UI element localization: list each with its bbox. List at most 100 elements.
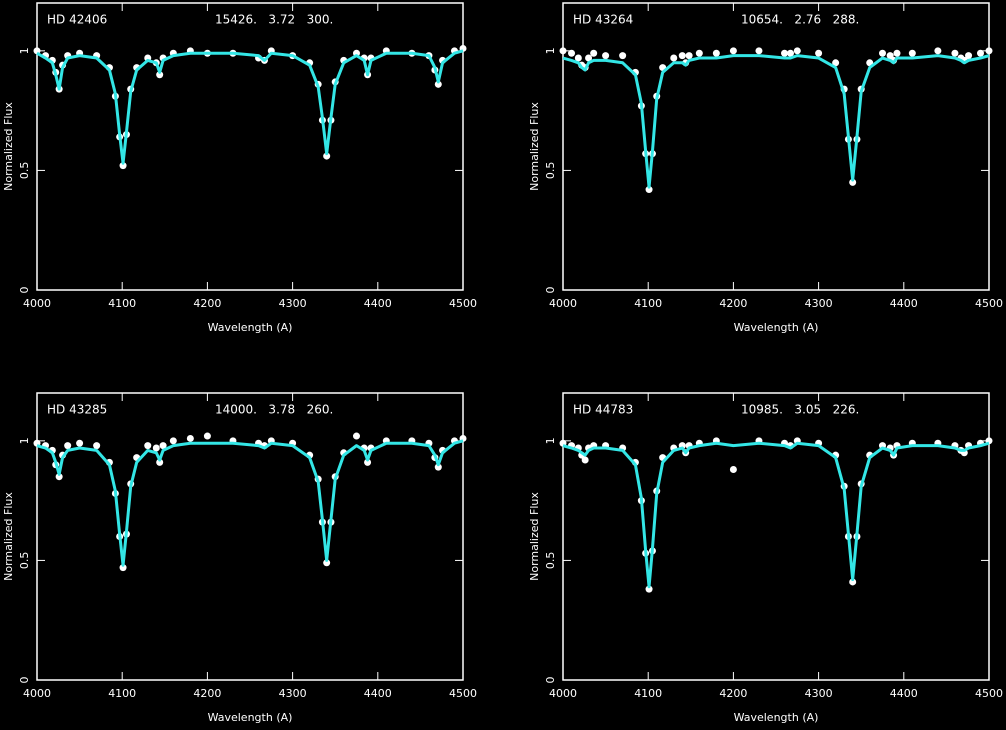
panel-annotation: 14000. 3.78 260. (215, 403, 333, 417)
x-tick-label: 4500 (449, 297, 477, 310)
data-point (965, 52, 973, 60)
y-axis-label: Normalized Flux (2, 492, 15, 581)
panel-annotation: 15426. 3.72 300. (215, 13, 333, 27)
panel-annotation: 10654. 2.76 288. (741, 13, 859, 27)
data-point (64, 442, 72, 450)
data-point (119, 564, 127, 572)
y-tick-label: 0.5 (544, 162, 557, 180)
data-point (602, 52, 610, 60)
x-tick-label: 4000 (23, 687, 51, 700)
x-tick-label: 4000 (549, 687, 577, 700)
data-point (186, 434, 194, 442)
data-point (712, 49, 720, 57)
data-point (585, 54, 593, 62)
data-point (144, 442, 152, 450)
data-point (55, 473, 63, 481)
x-axis-label: Wavelength (A) (208, 321, 293, 334)
data-point (619, 52, 627, 60)
y-tick-label: 0 (544, 287, 557, 294)
data-point (323, 152, 331, 160)
panel-annotation: 10985. 3.05 226. (741, 403, 859, 417)
data-point (755, 47, 763, 55)
panel-title: HD 44783 (573, 403, 633, 417)
data-point (908, 49, 916, 57)
model-line (562, 54, 990, 189)
y-axis-label: Normalized Flux (2, 102, 15, 191)
x-tick-label: 4300 (279, 297, 307, 310)
data-point (879, 49, 886, 57)
x-axis-label: Wavelength (A) (208, 711, 293, 724)
x-tick-label: 4200 (719, 687, 747, 700)
data-point (152, 444, 160, 452)
panel-title: HD 43285 (47, 403, 107, 417)
y-tick-label: 1 (544, 47, 557, 54)
data-point (729, 466, 737, 474)
data-point (581, 456, 589, 464)
data-point (951, 49, 959, 57)
x-tick-label: 4300 (805, 297, 833, 310)
data-point (781, 49, 789, 57)
y-tick-label: 1 (18, 47, 31, 54)
data-point (815, 49, 823, 57)
data-point (323, 559, 331, 567)
x-tick-label: 4100 (634, 687, 662, 700)
data-point (645, 186, 653, 194)
x-tick-label: 4000 (549, 297, 577, 310)
x-tick-label: 4400 (364, 687, 392, 700)
data-point (568, 49, 576, 57)
data-point (574, 54, 582, 62)
data-point (849, 578, 857, 586)
panel-title: HD 43264 (573, 13, 633, 27)
data-point (559, 47, 567, 55)
x-tick-label: 4500 (975, 687, 1003, 700)
plot-frame (562, 392, 990, 681)
data-point (76, 439, 84, 447)
plot-frame (36, 2, 464, 291)
model-line (36, 439, 464, 567)
x-tick-label: 4200 (193, 297, 221, 310)
x-tick-label: 4500 (449, 687, 477, 700)
data-point (832, 59, 840, 67)
data-point (670, 54, 678, 62)
data-point (793, 47, 801, 55)
data-point (156, 71, 164, 79)
data-point (678, 52, 686, 60)
data-point (203, 432, 211, 440)
x-tick-label: 4000 (23, 297, 51, 310)
x-tick-label: 4500 (975, 297, 1003, 310)
data-point (93, 442, 101, 450)
y-tick-label: 0.5 (18, 552, 31, 570)
x-tick-label: 4400 (890, 687, 918, 700)
x-tick-label: 4200 (193, 687, 221, 700)
y-tick-label: 1 (18, 437, 31, 444)
data-point (786, 49, 794, 57)
data-point (985, 47, 993, 55)
data-point (434, 80, 442, 88)
y-tick-label: 0 (18, 287, 31, 294)
y-tick-label: 0.5 (544, 552, 557, 570)
data-point (695, 49, 703, 57)
x-tick-label: 4200 (719, 297, 747, 310)
x-tick-label: 4400 (364, 297, 392, 310)
data-point (934, 47, 942, 55)
data-point (434, 463, 442, 471)
plot-frame (36, 392, 464, 681)
x-axis-label: Wavelength (A) (734, 711, 819, 724)
data-point (685, 52, 693, 60)
data-point (169, 437, 177, 445)
model-line (562, 441, 990, 589)
data-point (364, 458, 372, 466)
y-axis-label: Normalized Flux (528, 102, 541, 191)
y-tick-label: 0 (18, 677, 31, 684)
x-tick-label: 4100 (108, 297, 136, 310)
data-point (729, 47, 737, 55)
data-point (893, 49, 901, 57)
data-point (976, 49, 984, 57)
data-point (156, 458, 164, 466)
y-tick-label: 1 (544, 437, 557, 444)
data-point (849, 178, 857, 186)
data-point (119, 162, 127, 170)
plot-frame (562, 2, 990, 291)
data-point (645, 585, 653, 593)
